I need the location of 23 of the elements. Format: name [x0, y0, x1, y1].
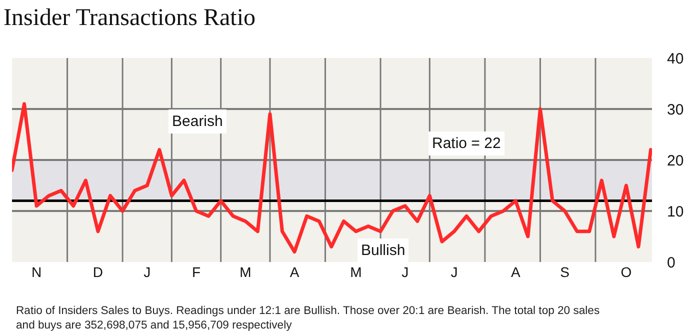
chart-title: Insider Transactions Ratio	[4, 5, 256, 32]
x-tick-label: J	[450, 264, 458, 280]
annotation: Bearish	[172, 113, 223, 130]
y-tick-label: 10	[667, 203, 684, 220]
x-tick-label: O	[620, 264, 632, 280]
x-tick-label: N	[32, 264, 42, 280]
annotation: Ratio = 22	[432, 135, 501, 152]
x-tick-label: M	[350, 264, 362, 280]
x-tick-label: F	[192, 264, 201, 280]
x-tick-label: J	[144, 264, 151, 280]
x-tick-label: M	[240, 264, 252, 280]
y-tick-label: 0	[667, 254, 676, 272]
text: Ratio of Insiders Sales to Buys. Readings under 12:1 are Bullish. Those over 20:1 are Bearish. The total top 20 sales and buys are 352,698,075 and 15,956,709 respectively	[16, 305, 600, 332]
x-tick-label: J	[402, 264, 409, 280]
x-tick-label: D	[92, 264, 104, 280]
line-series	[12, 102, 652, 254]
y-tick-label: 40	[667, 50, 684, 68]
y-tick-label: 20	[667, 152, 684, 170]
annotation: Bullish	[361, 242, 406, 259]
x-tick-label: A	[510, 264, 521, 280]
y-tick-label: 30	[667, 101, 684, 118]
x-tick-label: S	[560, 264, 570, 280]
x-tick-label: A	[290, 264, 300, 280]
